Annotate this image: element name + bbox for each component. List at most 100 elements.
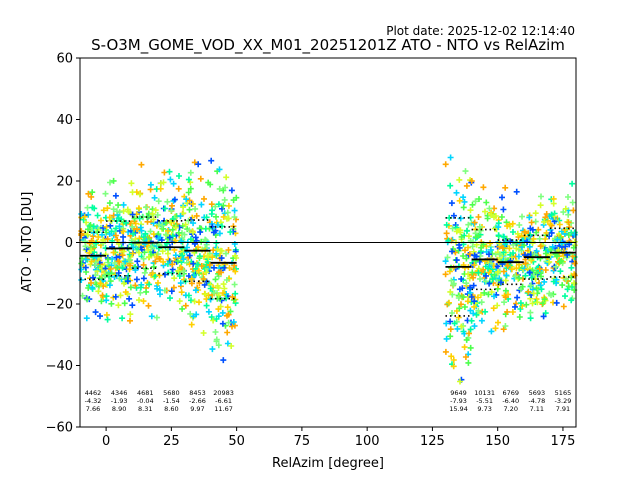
scatter-point	[203, 214, 210, 221]
scatter-point	[460, 194, 467, 201]
scatter-point	[82, 256, 89, 263]
y-tick-label: 20	[56, 175, 73, 190]
scatter-point	[458, 276, 465, 282]
scatter-point	[146, 281, 153, 288]
scatter-point	[496, 240, 503, 247]
scatter-point	[442, 348, 449, 355]
scatter-point	[176, 273, 183, 279]
scatter-point	[486, 280, 493, 287]
scatter-point	[112, 293, 119, 300]
scatter-point	[504, 262, 511, 269]
scatter-point	[126, 266, 133, 273]
scatter-point	[540, 313, 547, 320]
bin-stat-label: 5680	[163, 389, 180, 397]
scatter-point	[137, 284, 144, 291]
scatter-point	[119, 264, 126, 271]
scatter-point	[527, 309, 534, 316]
scatter-point	[196, 255, 203, 262]
scatter-point	[185, 292, 192, 299]
scatter-point	[478, 317, 485, 324]
scatter-point	[526, 214, 533, 221]
scatter-point	[478, 299, 485, 306]
scatter-point	[448, 200, 455, 207]
scatter-point	[96, 275, 103, 282]
scatter-point	[463, 227, 470, 234]
scatter-point	[155, 221, 162, 228]
scatter-point	[527, 231, 534, 238]
scatter-point	[220, 213, 227, 220]
scatter-point	[171, 196, 178, 203]
y-tick-label: −20	[46, 298, 73, 313]
scatter-point	[526, 243, 533, 250]
scatter-point	[150, 216, 157, 223]
scatter-point	[220, 281, 227, 288]
scatter-point	[112, 192, 119, 199]
scatter-point	[568, 264, 575, 271]
scatter-point	[468, 299, 475, 306]
scatter-point	[220, 357, 227, 364]
scatter-point	[509, 309, 516, 315]
bin-stat-label: 8453	[189, 389, 206, 397]
scatter-point	[483, 199, 490, 206]
scatter-point	[190, 260, 197, 267]
scatter-point	[91, 249, 98, 256]
scatter-point	[88, 258, 95, 265]
scatter-point	[143, 204, 149, 211]
scatter-point	[216, 269, 222, 276]
scatter-point	[231, 207, 238, 214]
y-tick-label: 40	[56, 113, 73, 128]
scatter-point	[198, 263, 205, 269]
scatter-point	[448, 277, 455, 284]
scatter-point	[462, 247, 468, 254]
scatter-point	[214, 282, 221, 289]
scatter-point	[172, 224, 179, 231]
scatter-point	[457, 227, 464, 234]
scatter-point	[123, 219, 129, 226]
scatter-point	[465, 221, 472, 228]
scatter-point	[455, 295, 462, 301]
scatter-point	[85, 190, 92, 197]
scatter-point	[115, 240, 122, 247]
scatter-point	[553, 299, 560, 306]
scatter-point	[449, 310, 455, 316]
scatter-point	[500, 206, 507, 213]
scatter-point	[513, 188, 520, 195]
scatter-point	[451, 320, 458, 327]
scatter-point	[89, 189, 96, 196]
scatter-point	[180, 256, 187, 263]
scatter-point	[107, 222, 114, 229]
scatter-point	[467, 207, 474, 214]
scatter-point	[542, 250, 549, 257]
scatter-point	[147, 228, 154, 235]
scatter-point	[512, 303, 518, 310]
scatter-point	[172, 252, 179, 259]
scatter-point	[103, 229, 110, 236]
scatter-point	[210, 247, 217, 254]
scatter-point	[513, 245, 520, 252]
scatter-point	[553, 263, 560, 270]
scatter-point	[179, 252, 186, 259]
scatter-point	[181, 231, 188, 238]
scatter-point	[223, 250, 229, 257]
scatter-point	[469, 201, 476, 208]
scatter-point	[469, 243, 476, 250]
scatter-point	[131, 215, 138, 222]
scatter-point	[120, 228, 127, 235]
scatter-point	[164, 250, 171, 257]
scatter-point	[556, 221, 563, 228]
scatter-point	[225, 215, 232, 222]
scatter-point	[496, 251, 503, 258]
scatter-point	[459, 285, 466, 292]
scatter-point	[208, 314, 215, 321]
scatter-point	[89, 204, 96, 211]
scatter-point	[90, 223, 97, 230]
plot-date: Plot date: 2025-12-02 12:14:40	[386, 24, 575, 38]
y-tick-label: −60	[46, 421, 73, 436]
scatter-point	[232, 290, 239, 297]
scatter-point	[107, 179, 113, 186]
scatter-point	[195, 161, 202, 168]
scatter-point	[212, 276, 219, 283]
scatter-point	[176, 298, 183, 305]
